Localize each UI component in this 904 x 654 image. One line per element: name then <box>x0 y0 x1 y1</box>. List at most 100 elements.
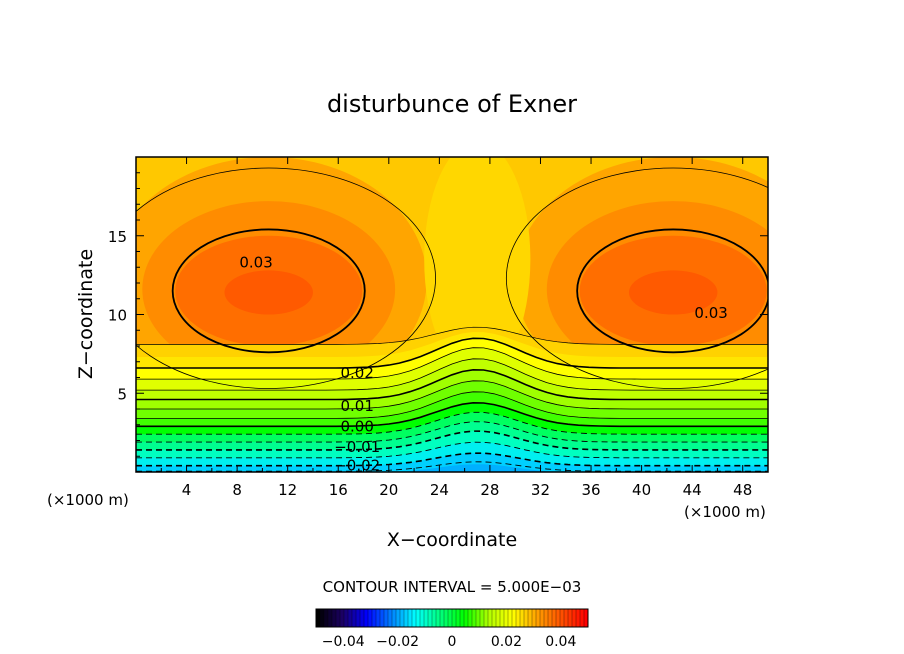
colorbar-cell <box>375 608 381 628</box>
y-tick-label: 5 <box>117 385 127 403</box>
colorbar-cell <box>447 608 453 628</box>
contour-line <box>136 347 768 380</box>
colorbar-tick-label: 0.02 <box>491 634 522 650</box>
colorbar-cell <box>343 608 349 628</box>
x-axis-label: X−coordinate <box>387 529 517 551</box>
colorbar-cell <box>319 608 325 628</box>
colorbar-cell <box>495 608 501 628</box>
contour-label: 0.03 <box>239 254 272 272</box>
contour-line <box>136 452 768 467</box>
y-axis-ticks: 5 10 15 <box>108 172 768 457</box>
x-tick-label: 4 <box>182 481 192 499</box>
colorbar-cell <box>363 608 369 628</box>
contour-line <box>136 337 768 369</box>
contour-line-lobe <box>506 167 768 389</box>
x-tick-label: 40 <box>632 481 651 499</box>
colorbar-cell <box>455 608 461 628</box>
x-tick-label: 12 <box>278 481 297 499</box>
contour-lines <box>136 167 768 472</box>
colorbar-cell <box>327 608 333 628</box>
colorbar-cell <box>355 608 361 628</box>
contour-label: 0.00 <box>340 417 373 435</box>
contour-line-0.03 <box>576 228 768 354</box>
colorbar-cell <box>399 608 405 628</box>
colorbar-cell <box>475 608 481 628</box>
colorbar-cell <box>459 608 465 628</box>
colorbar-cell <box>479 608 485 628</box>
contour-line <box>136 391 768 419</box>
colorbar-cell <box>419 608 425 628</box>
colorbar-cell <box>499 608 505 628</box>
colorbar-cell <box>543 608 549 628</box>
contour-line <box>136 368 768 401</box>
y-tick-label: 15 <box>108 228 127 246</box>
contour-line <box>136 461 768 472</box>
colorbar-cell <box>367 608 373 628</box>
colorbar-cell <box>539 608 545 628</box>
colorbar-tick-label: −0.04 <box>322 634 365 650</box>
color-bands <box>136 157 768 472</box>
colorbar-cell <box>423 608 429 628</box>
colorbar-cell <box>391 608 397 628</box>
plot-field <box>136 157 768 472</box>
colorbar-tick-label: 0 <box>448 634 457 650</box>
colorbar-cell <box>351 608 357 628</box>
colorbar-cell <box>431 608 437 628</box>
colorbar-cell <box>379 608 385 628</box>
contour-line <box>136 358 768 391</box>
colorbar-cell <box>579 608 585 628</box>
contour-label: −0.01 <box>334 438 380 456</box>
colorbar-cell <box>395 608 401 628</box>
colorbar-cell <box>331 608 337 628</box>
colorbar-cell <box>555 608 561 628</box>
colorbar-frame <box>315 608 589 628</box>
contour-label: 0.03 <box>694 304 727 322</box>
x-axis-ticks: 4 8 12 16 20 24 28 32 36 40 44 48 <box>160 157 752 499</box>
colorbar-cell <box>335 608 341 628</box>
colorbar-cell <box>559 608 565 628</box>
x-tick-label: 32 <box>531 481 550 499</box>
colorbar-cell <box>563 608 569 628</box>
colorbar-cell <box>547 608 553 628</box>
colorbar <box>315 608 589 628</box>
colorbar-cell <box>463 608 469 628</box>
contour-line <box>136 421 768 443</box>
colorbar-tick-labels: −0.04 −0.02 0 0.02 0.04 <box>322 634 577 650</box>
band-divide <box>424 157 531 378</box>
colorbar-cell <box>403 608 409 628</box>
x-tick-label: 36 <box>581 481 600 499</box>
contour-interval-note: CONTOUR INTERVAL = 5.000E−03 <box>323 578 582 596</box>
colorbar-cell <box>491 608 497 628</box>
colorbar-cell <box>347 608 353 628</box>
colorbar-cell <box>571 608 577 628</box>
contour-line-lobe <box>136 167 436 389</box>
contour-line <box>136 401 768 428</box>
band-lobe-core <box>628 270 718 315</box>
contour-line <box>136 411 768 435</box>
x-tick-label: 8 <box>232 481 242 499</box>
colorbar-tick-label: −0.02 <box>376 634 419 650</box>
x-axis-unit-left: (×1000 m) <box>47 491 129 509</box>
colorbar-cell <box>451 608 457 628</box>
x-tick-label: 24 <box>430 481 449 499</box>
band-layer <box>136 464 768 472</box>
contour-labels: 0.03 0.03 0.02 0.01 0.00 −0.01−0.02 <box>239 254 727 475</box>
colorbar-tick-label: 0.04 <box>545 634 576 650</box>
colorbar-cell <box>511 608 517 628</box>
contour-label: −0.02 <box>334 457 380 475</box>
colorbar-cell <box>507 608 513 628</box>
colorbar-cell <box>435 608 441 628</box>
contour-line <box>136 430 768 451</box>
x-tick-label: 48 <box>733 481 752 499</box>
colorbar-cell <box>439 608 445 628</box>
colorbar-cell <box>315 608 321 628</box>
colorbar-cell <box>407 608 413 628</box>
x-tick-label: 20 <box>379 481 398 499</box>
colorbar-cell <box>359 608 365 628</box>
colorbar-cell <box>575 608 581 628</box>
x-tick-label: 44 <box>683 481 702 499</box>
y-axis-label: Z−coordinate <box>75 249 97 379</box>
colorbar-cell <box>415 608 421 628</box>
colorbar-cell <box>387 608 393 628</box>
